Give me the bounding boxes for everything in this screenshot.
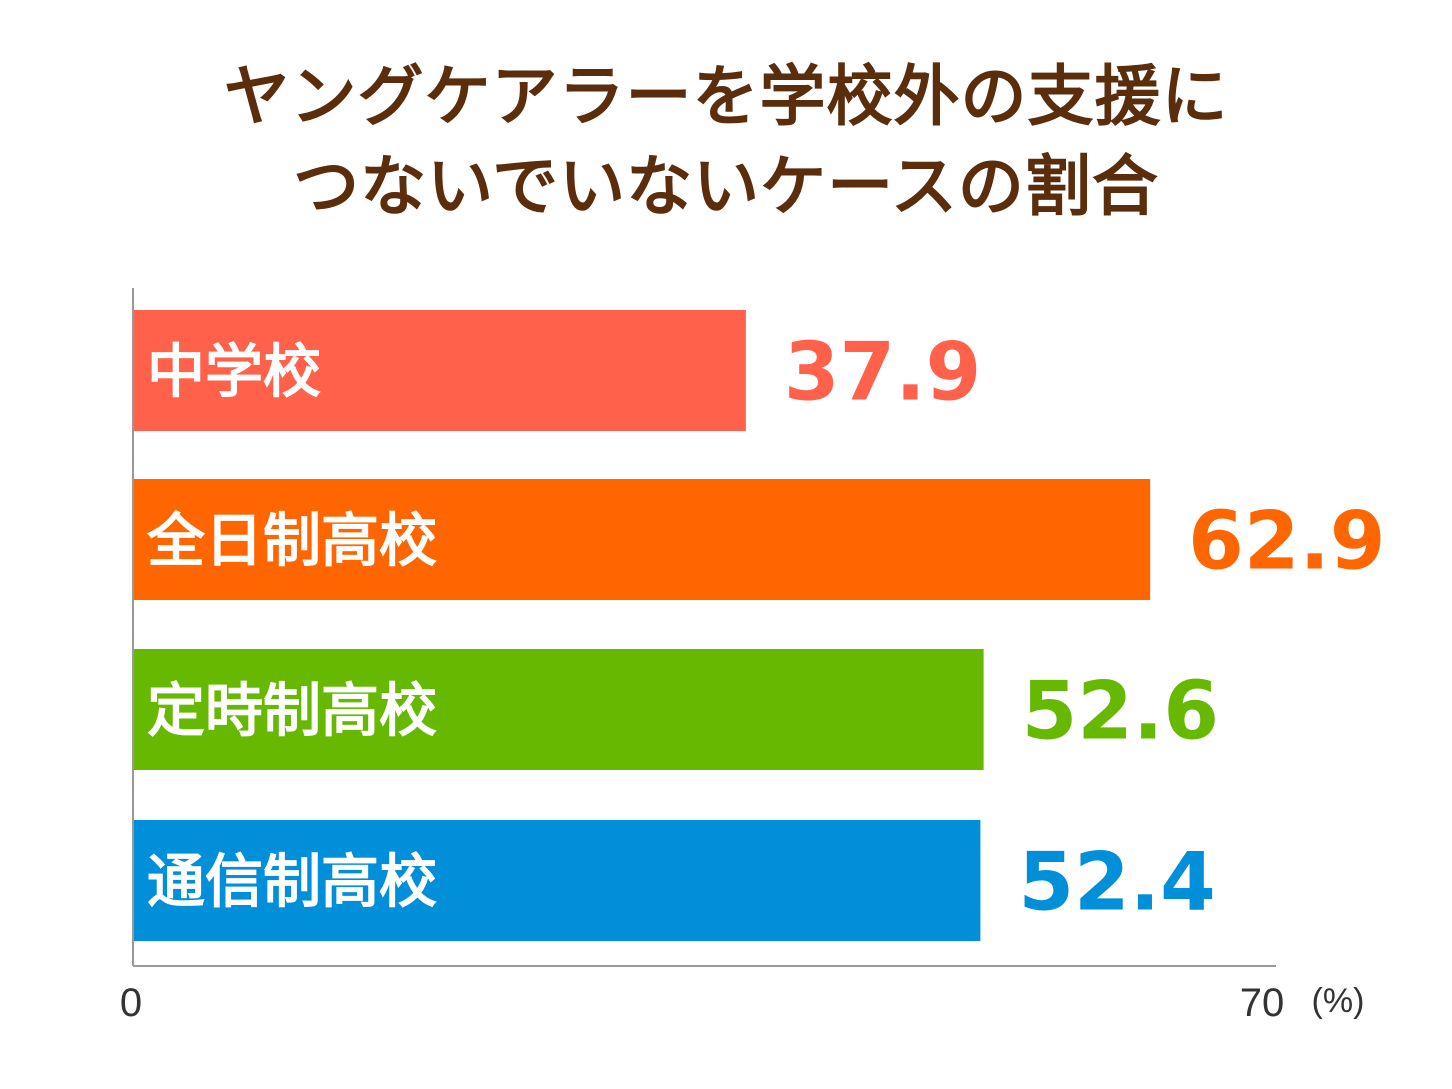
x-tick-min: 0 xyxy=(120,981,142,1025)
bar-label-fulltime-high: 全日制高校 xyxy=(146,507,437,575)
bar-label-junior-high: 中学校 xyxy=(147,338,321,406)
x-axis-unit: (%) xyxy=(1312,982,1365,1020)
bar-correspondence-high xyxy=(134,820,981,941)
bar-label-parttime-high: 定時制高校 xyxy=(147,677,437,745)
chart-title-line-1: ヤングケアラーを学校外の支援に xyxy=(223,58,1229,135)
value-label-correspondence-high: 52.4 xyxy=(1018,836,1215,929)
bars-group: 中学校 37.9 全日制高校 62.9 定時制高校 52.6 通信制高校 52.4 xyxy=(134,310,1386,941)
chart-title-line-2: つないでいないケースの割合 xyxy=(293,148,1159,225)
x-tick-max: 70 xyxy=(1240,981,1285,1025)
value-label-parttime-high: 52.6 xyxy=(1022,665,1219,758)
bar-parttime-high xyxy=(134,649,984,770)
bar-junior-high xyxy=(134,310,746,431)
chart-title: ヤングケアラーを学校外の支援に つないでいないケースの割合 xyxy=(0,52,1452,232)
value-label-junior-high: 37.9 xyxy=(784,326,981,419)
bar-label-correspondence-high: 通信制高校 xyxy=(147,848,437,916)
value-label-fulltime-high: 62.9 xyxy=(1188,495,1385,588)
bar-fulltime-high xyxy=(134,479,1151,600)
